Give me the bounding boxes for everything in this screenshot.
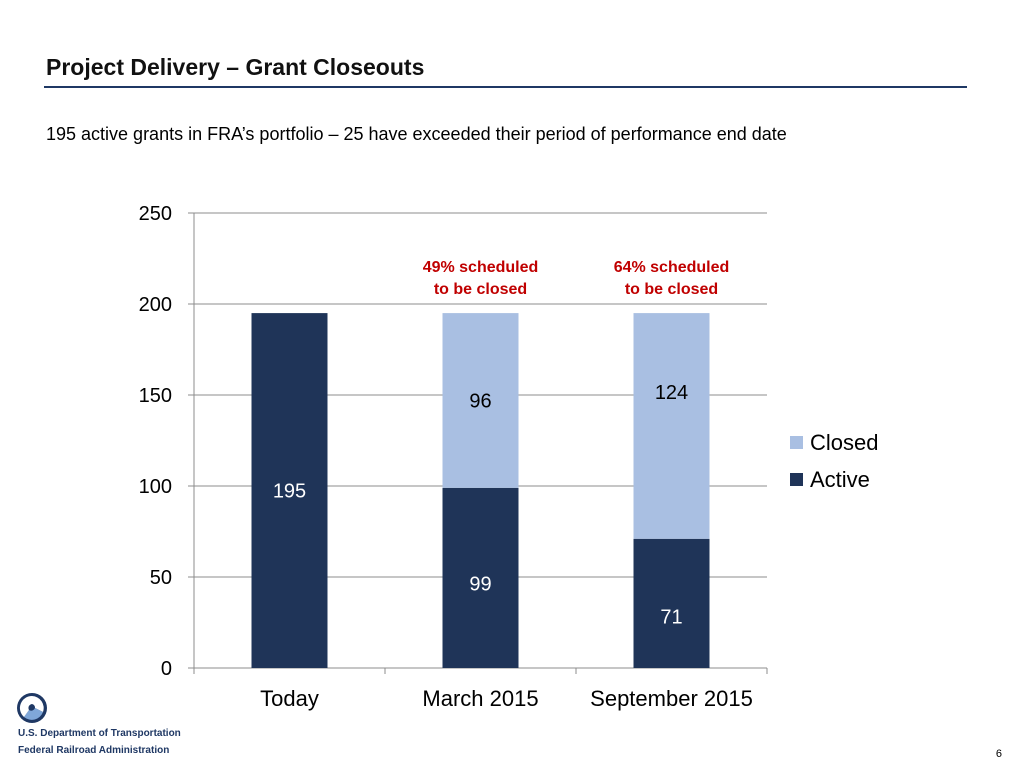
chart-legend: Closed Active <box>790 424 878 498</box>
administration-name: Federal Railroad Administration <box>18 745 170 756</box>
y-tick-label: 50 <box>150 567 172 589</box>
title-divider <box>44 86 967 88</box>
slide-subtitle: 195 active grants in FRA’s portfolio – 2… <box>46 124 787 144</box>
dot-triskelion-logo-icon <box>17 693 47 723</box>
data-label-active: 71 <box>660 606 682 628</box>
data-label-active: 99 <box>469 573 491 595</box>
bar-closed <box>442 313 519 488</box>
bar-active <box>633 538 710 668</box>
data-label-active: 195 <box>273 481 306 503</box>
legend-label-closed: Closed <box>810 429 879 455</box>
bar-closed <box>633 313 710 539</box>
bar-active <box>251 313 328 668</box>
x-category-label: March 2015 <box>422 686 538 711</box>
y-tick-label: 200 <box>139 294 172 316</box>
y-tick-label: 150 <box>139 385 172 407</box>
data-label-closed: 96 <box>469 390 491 412</box>
annotation-scheduled-closed: 64% scheduled <box>614 259 730 276</box>
annotation-scheduled-closed: 49% scheduled <box>423 259 539 276</box>
legend-item-active: Active <box>790 461 878 498</box>
bar-active <box>442 487 519 668</box>
page-number: 6 <box>995 748 1002 760</box>
legend-swatch-active <box>790 473 803 486</box>
x-category-label: September 2015 <box>590 686 753 711</box>
legend-item-closed: Closed <box>790 424 878 461</box>
legend-swatch-closed <box>790 436 803 449</box>
legend-label-active: Active <box>810 466 870 492</box>
x-category-label: Today <box>260 686 319 711</box>
annotation-scheduled-closed: to be closed <box>625 281 718 298</box>
slide-title: Project Delivery – Grant Closeouts <box>46 54 425 80</box>
department-name: U.S. Department of Transportation <box>18 728 181 739</box>
data-label-closed: 124 <box>655 382 688 404</box>
y-tick-label: 0 <box>161 658 172 680</box>
y-tick-label: 100 <box>139 476 172 498</box>
annotation-scheduled-closed: to be closed <box>434 281 527 298</box>
y-tick-label: 250 <box>139 203 172 225</box>
